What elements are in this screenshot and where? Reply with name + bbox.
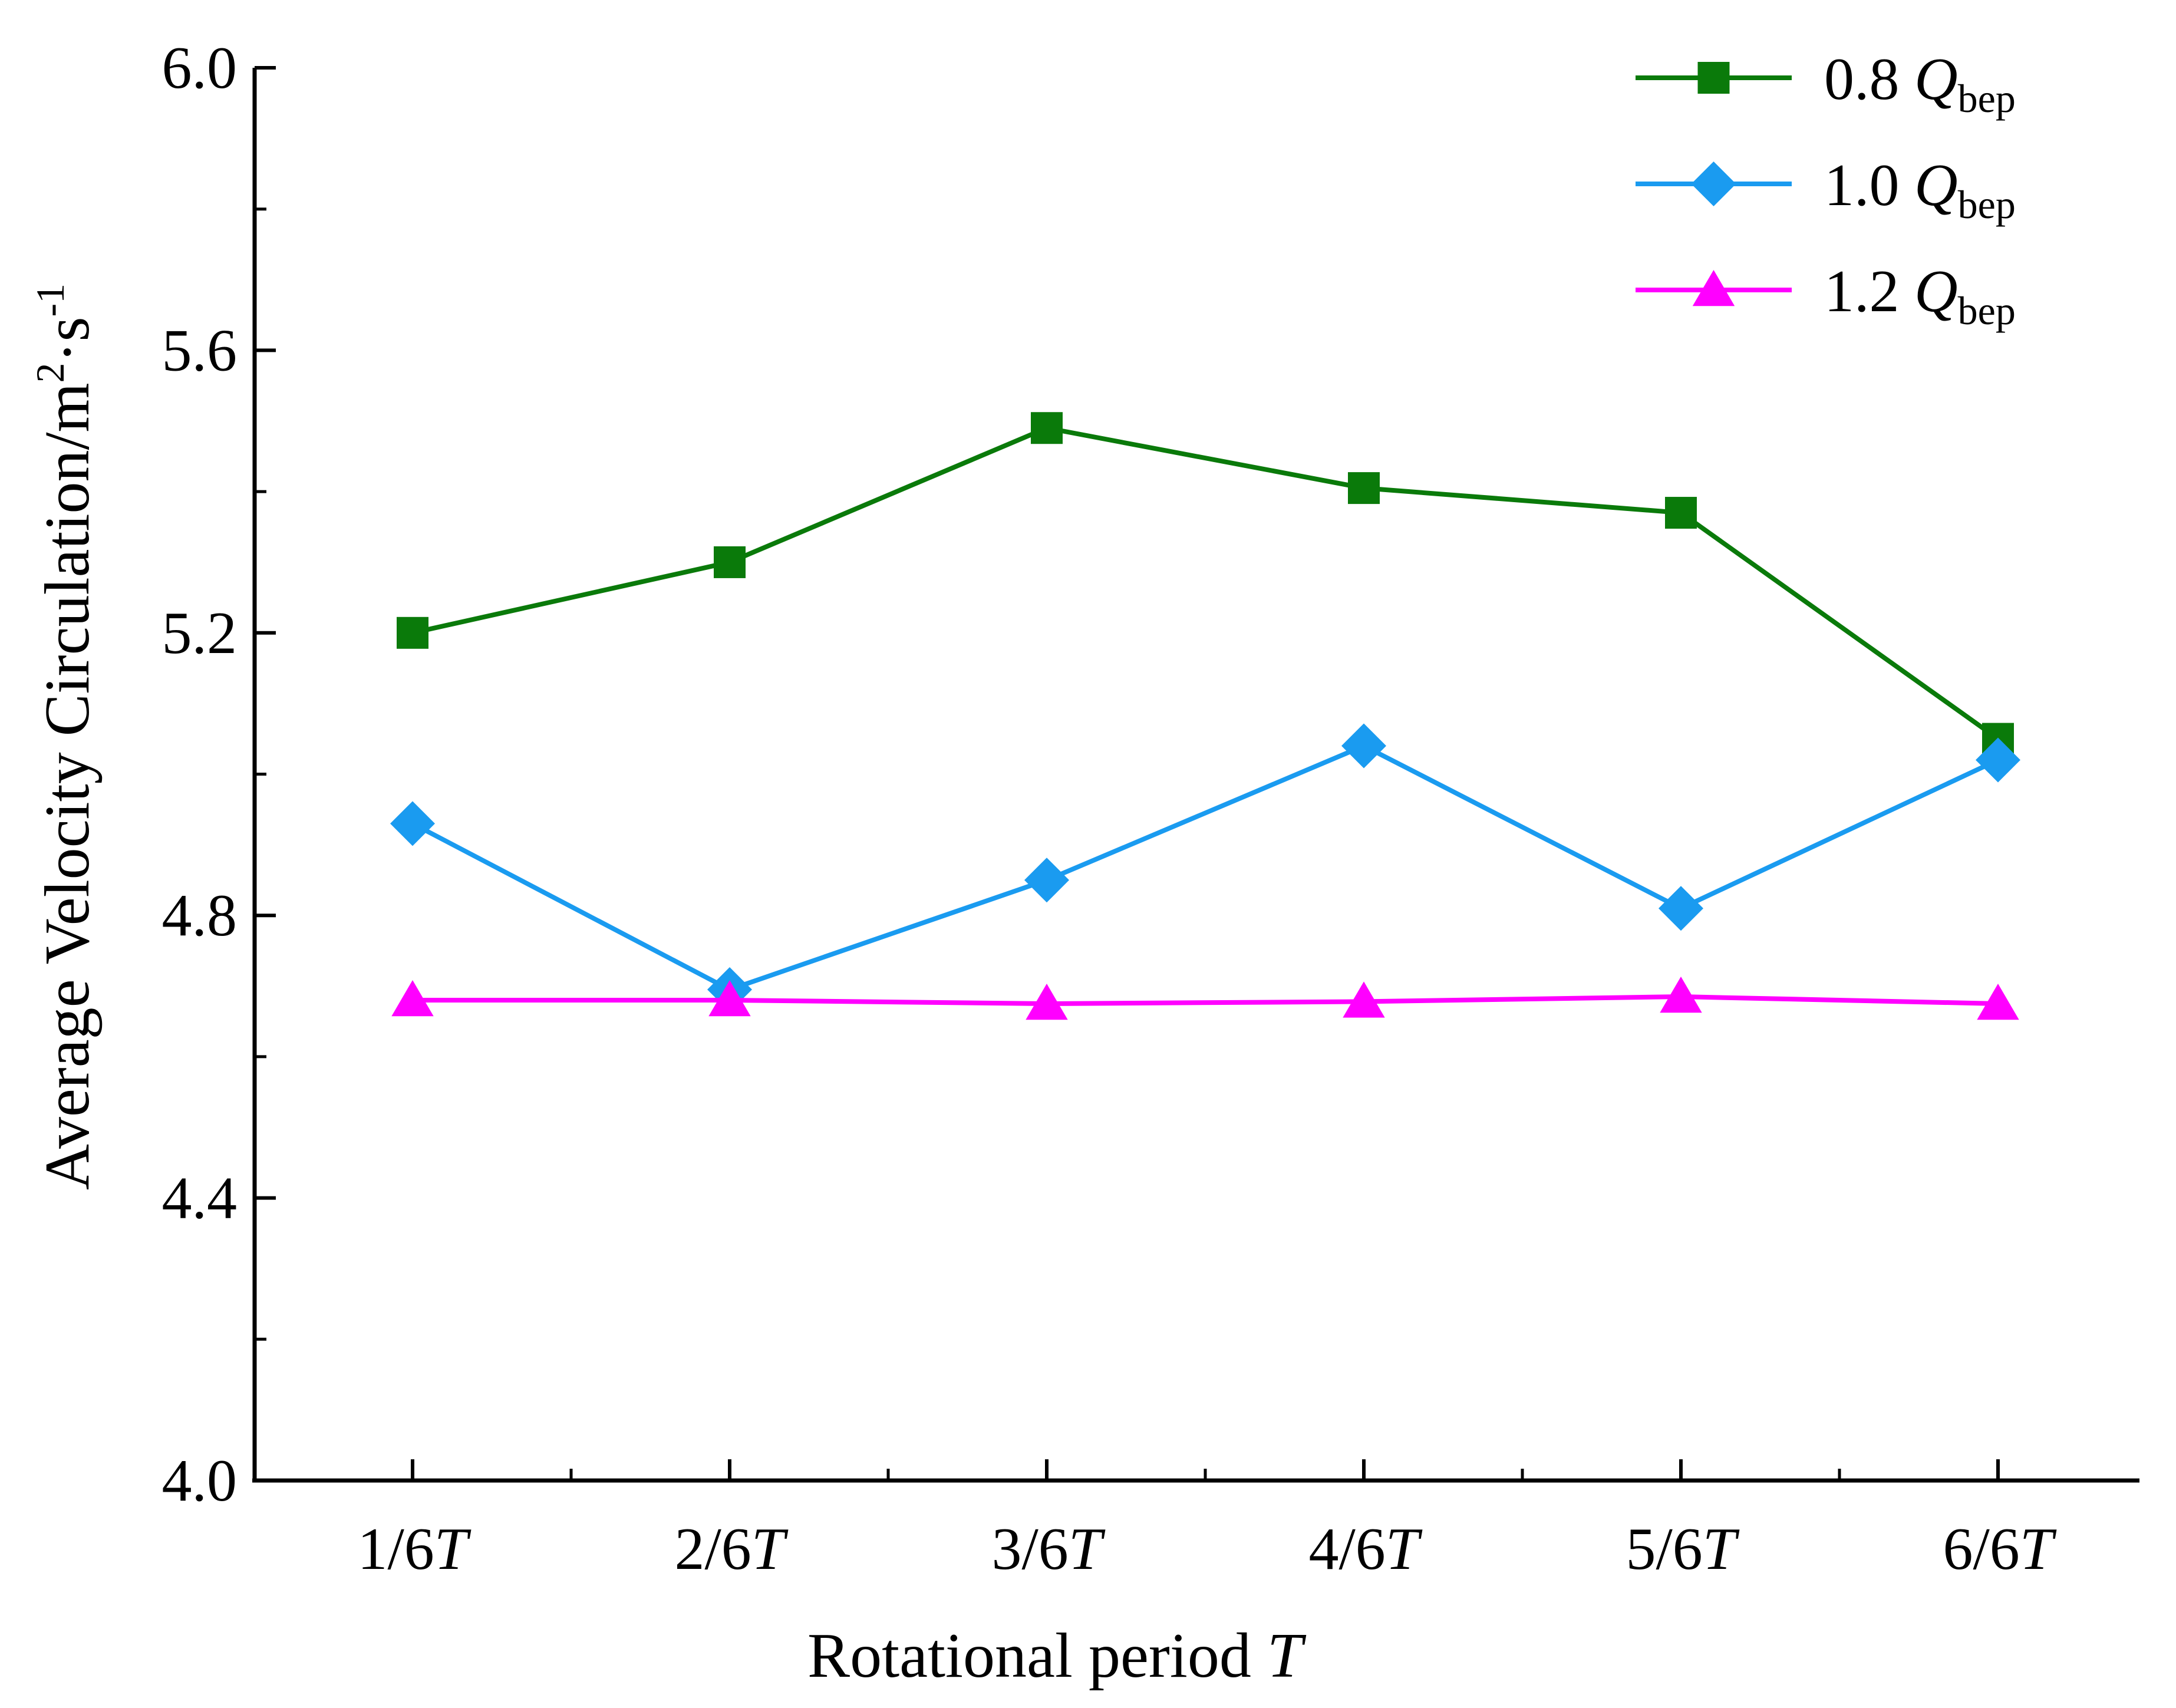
- data-point-triangle: [391, 980, 434, 1017]
- series-2: [390, 723, 2020, 1013]
- data-point-triangle: [1343, 981, 1385, 1018]
- data-point-diamond: [1659, 886, 1703, 931]
- legend-label: 1.2 Qbep: [1824, 258, 2016, 333]
- y-tick-label: 5.2: [162, 600, 238, 667]
- data-point-triangle: [1660, 977, 1702, 1013]
- series-1: [397, 412, 2014, 755]
- x-axis-ticks: 1/6T 2/6T 3/6T 4/6T 5/6T 6/6T: [357, 1459, 2057, 1582]
- legend-marker-triangle: [1692, 270, 1735, 306]
- x-tick-label: 1/6T: [357, 1516, 471, 1582]
- legend-label: 1.0 Qbep: [1824, 152, 2016, 227]
- data-point-diamond: [1341, 723, 1386, 769]
- data-point-square: [1665, 497, 1697, 529]
- legend: 0.8 Qbep 1.0 Qbep 1.2 Qbep: [1636, 46, 2016, 333]
- series-line: [412, 426, 2000, 741]
- x-axis-title: Rotational period T: [807, 1621, 1307, 1691]
- y-axis-ticks: 4.0 4.4 4.8 5.2 5.6 6.0: [162, 35, 276, 1514]
- data-point-diamond: [1024, 858, 1069, 903]
- data-point-triangle: [1026, 984, 1068, 1020]
- series-line: [413, 994, 1999, 1007]
- x-tick-label: 2/6T: [674, 1516, 788, 1582]
- series-3: [391, 977, 2019, 1020]
- data-point-diamond: [1976, 737, 2020, 783]
- legend-marker-square: [1697, 62, 1730, 94]
- series-layer: [390, 412, 2020, 1020]
- x-tick-label: 3/6T: [991, 1516, 1105, 1582]
- x-tick-label: 6/6T: [1943, 1516, 2056, 1582]
- data-point-square: [714, 546, 746, 578]
- data-point-square: [1348, 472, 1380, 505]
- legend-item: 1.2 Qbep: [1636, 258, 2016, 333]
- series-line: [411, 743, 1999, 993]
- y-tick-label: 4.0: [162, 1447, 238, 1514]
- x-tick-label: 5/6T: [1626, 1516, 1739, 1582]
- data-point-diamond: [390, 801, 435, 846]
- y-axis-title: Average Velocity Circulation/m2·s-1: [28, 283, 103, 1190]
- legend-item: 0.8 Qbep: [1636, 46, 2016, 121]
- y-tick-label: 6.0: [162, 35, 238, 101]
- legend-marker-diamond: [1691, 161, 1736, 206]
- data-point-square: [1031, 412, 1063, 444]
- legend-label: 0.8 Qbep: [1824, 46, 2016, 121]
- x-tick-label: 4/6T: [1308, 1516, 1422, 1582]
- legend-item: 1.0 Qbep: [1636, 152, 2016, 227]
- y-tick-label: 4.8: [162, 882, 238, 949]
- data-point-triangle: [708, 980, 751, 1017]
- data-point-square: [397, 616, 428, 649]
- y-tick-label: 4.4: [162, 1165, 238, 1232]
- data-point-triangle: [1977, 984, 2019, 1020]
- y-tick-label: 5.6: [162, 317, 238, 384]
